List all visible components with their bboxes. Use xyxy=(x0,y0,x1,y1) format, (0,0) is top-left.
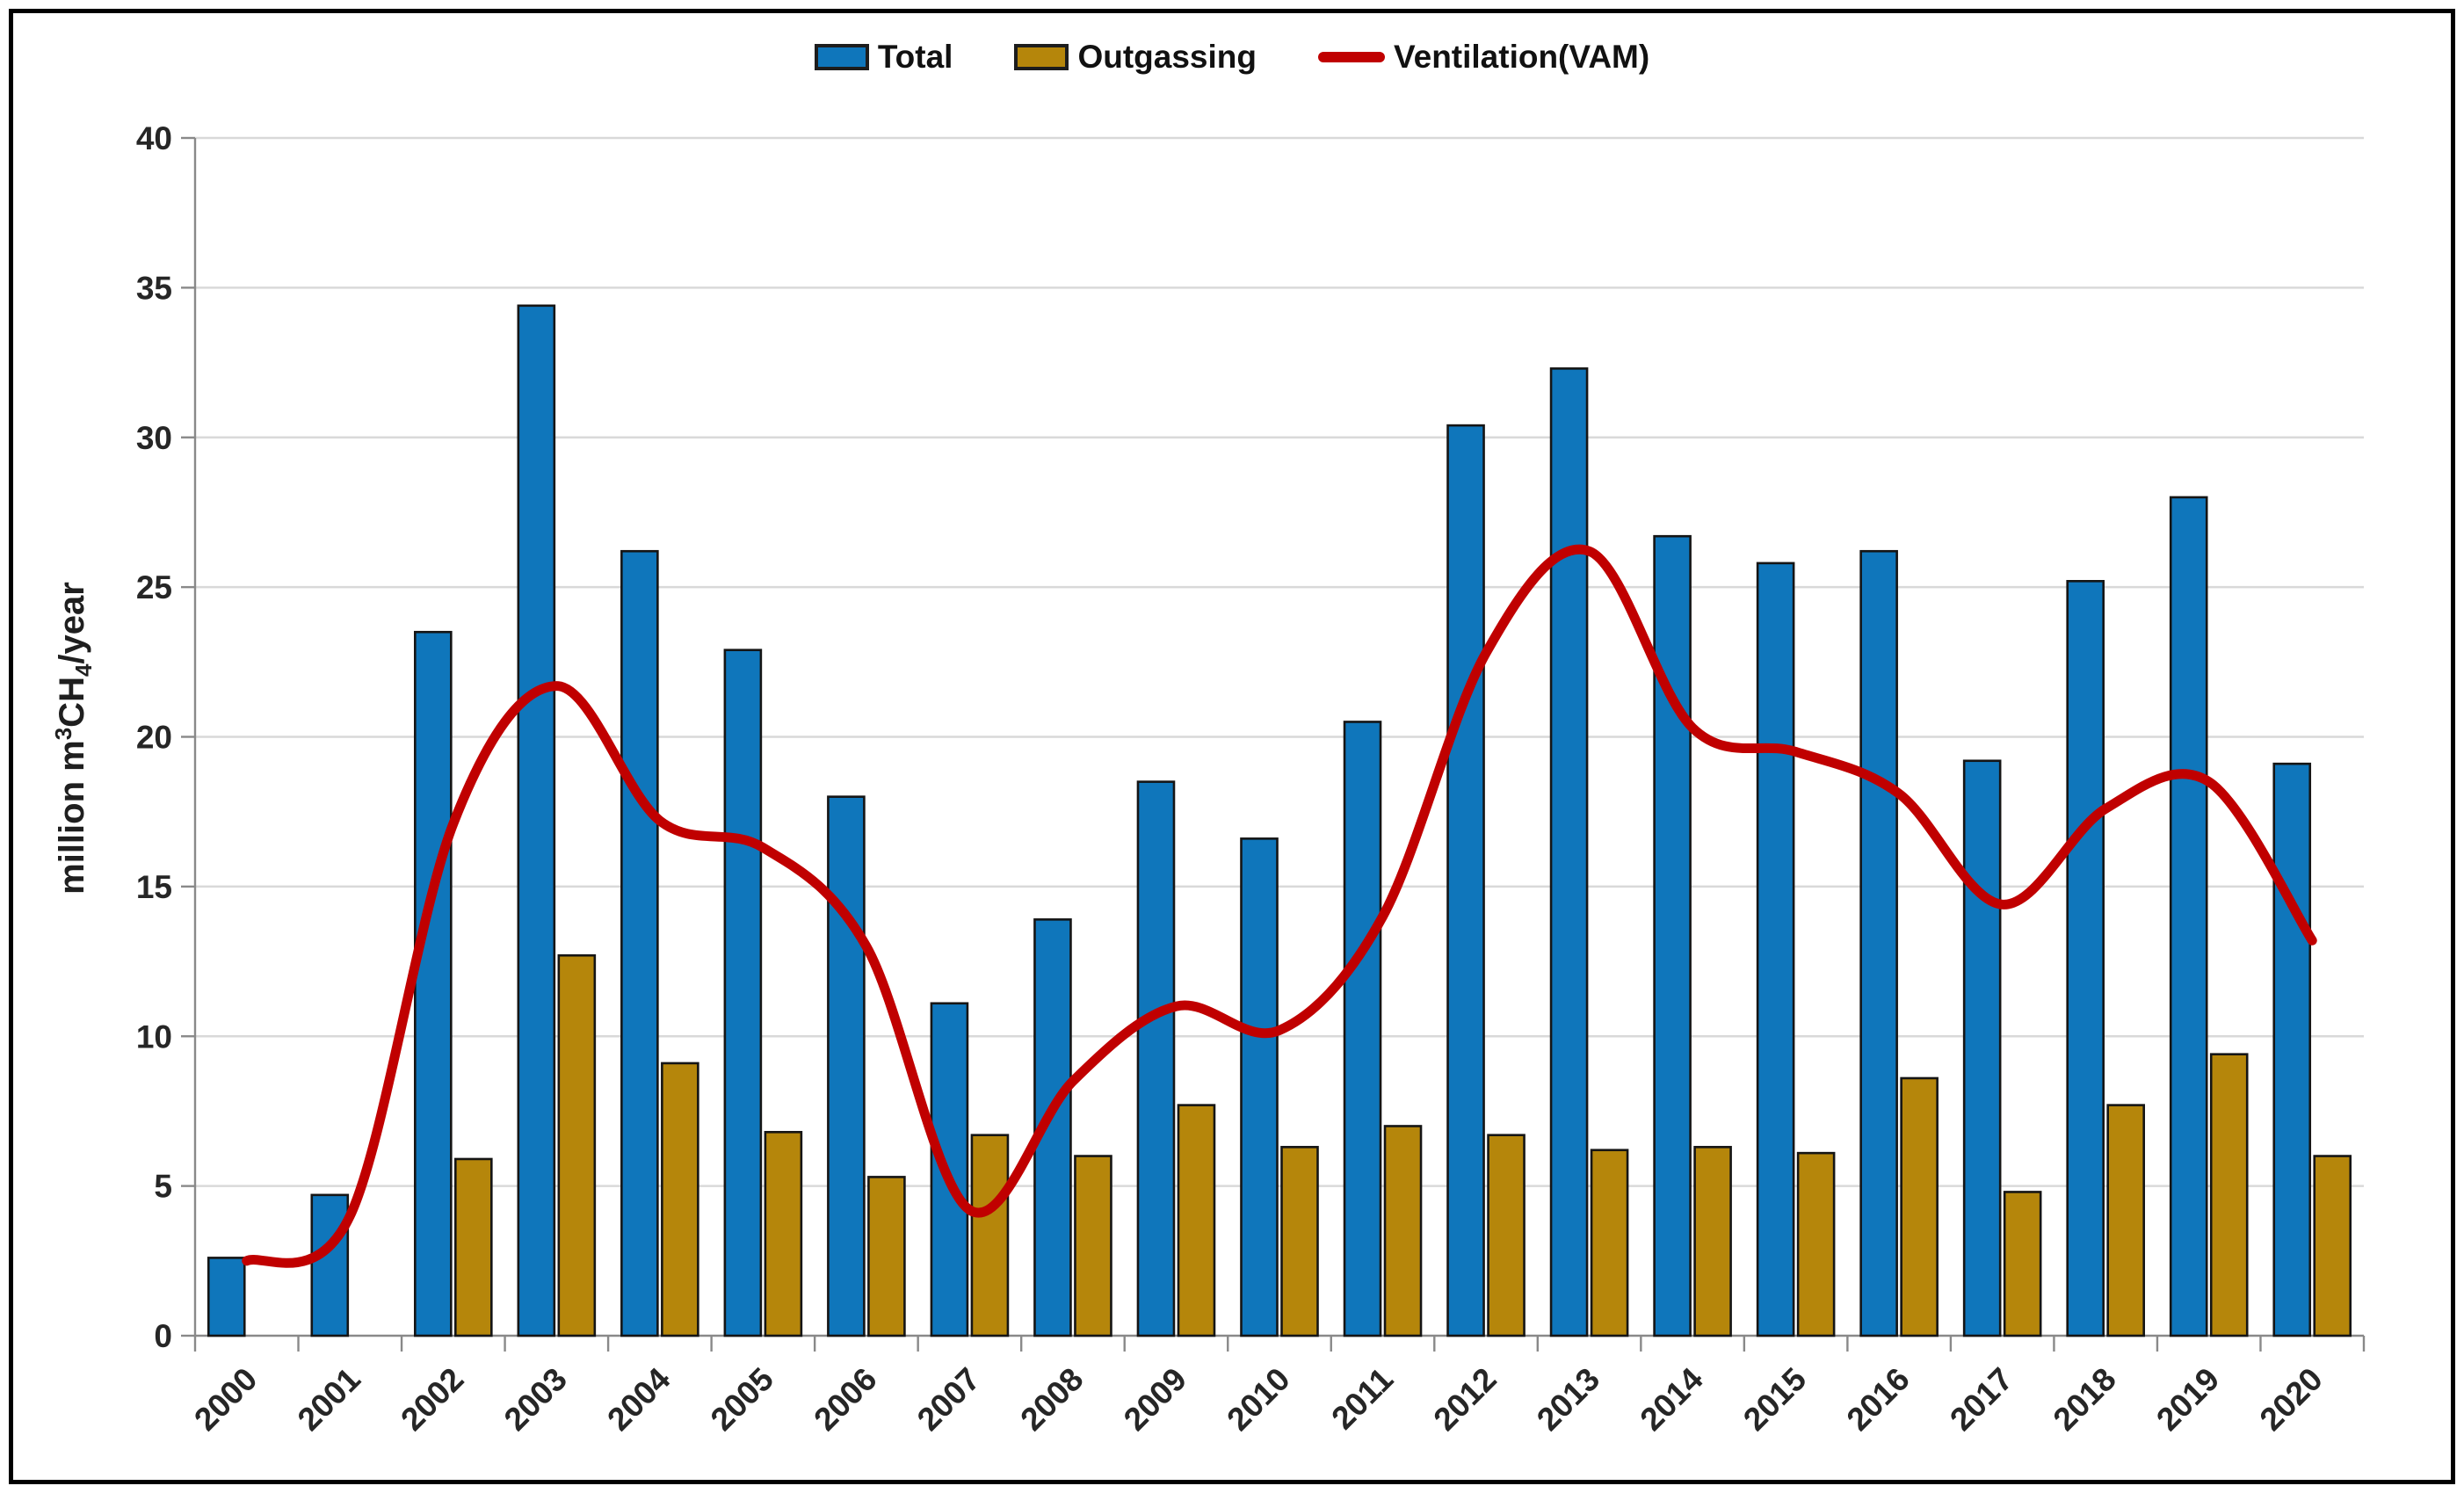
outgassing-bar-2006 xyxy=(867,1176,906,1337)
x-tick-label: 2002 xyxy=(394,1361,470,1438)
outgassing-bar-2015 xyxy=(1796,1151,1836,1337)
outgassing-bar-2004 xyxy=(661,1062,699,1337)
legend-item-ventilation: Ventilation(VAM) xyxy=(1317,39,1650,76)
outgassing-bar-2007 xyxy=(970,1134,1010,1337)
y-tick-label: 0 xyxy=(154,1318,172,1354)
x-tick-label: 2006 xyxy=(807,1361,883,1438)
outgassing-bar-2020 xyxy=(2313,1155,2352,1337)
x-tick-label: 2014 xyxy=(1634,1360,1710,1437)
outgassing-bar-2010 xyxy=(1280,1146,1319,1337)
legend-label-total: Total xyxy=(877,39,953,75)
legend-label-outgassing: Outgassing xyxy=(1077,39,1257,75)
x-tick-label: 2001 xyxy=(291,1361,367,1438)
total-bar-2015 xyxy=(1756,562,1795,1337)
x-tick-label: 2016 xyxy=(1840,1361,1917,1438)
total-bar-2014 xyxy=(1653,534,1692,1337)
y-axis-title-text: million m xyxy=(53,740,92,895)
total-bar-2005 xyxy=(723,649,763,1337)
x-tick-label: 2012 xyxy=(1427,1361,1504,1438)
legend-label-ventilation: Ventilation(VAM) xyxy=(1393,39,1650,75)
y-tick-label: 40 xyxy=(136,120,172,156)
x-tick-label: 2020 xyxy=(2253,1361,2330,1438)
x-tick-label: 2007 xyxy=(910,1361,987,1438)
outgassing-bar-2011 xyxy=(1383,1125,1423,1337)
x-tick-label: 2017 xyxy=(1943,1361,2019,1438)
y-axis-title-sub: 4 xyxy=(70,663,98,678)
total-bar-2010 xyxy=(1240,837,1279,1337)
outgassing-bar-2014 xyxy=(1693,1146,1732,1337)
x-tick-label: 2011 xyxy=(1324,1361,1400,1437)
total-bar-2019 xyxy=(2169,496,2208,1337)
x-tick-label: 2015 xyxy=(1736,1361,1813,1438)
x-tick-label: 2000 xyxy=(187,1361,264,1438)
x-tick-label: 2013 xyxy=(1530,1361,1606,1438)
legend: Total Outgassing Ventilation(VAM) xyxy=(0,39,2464,76)
outgassing-bar-2008 xyxy=(1074,1155,1112,1337)
total-bar-2016 xyxy=(1859,549,1898,1337)
ventilation-line-swatch-icon xyxy=(1317,52,1385,62)
y-axis-title-text2: CH xyxy=(53,677,92,728)
total-bar-2000 xyxy=(207,1257,246,1337)
outgassing-bar-2019 xyxy=(2209,1053,2249,1337)
y-tick-label: 30 xyxy=(136,420,172,456)
outgassing-bar-2009 xyxy=(1177,1104,1216,1337)
y-axis-title-sup: 3 xyxy=(49,727,76,741)
outgassing-bar-2017 xyxy=(2003,1191,2042,1337)
y-axis-title-text3: /year xyxy=(53,582,92,664)
legend-item-outgassing: Outgassing xyxy=(1014,39,1257,76)
outgassing-bar-2013 xyxy=(1590,1149,1629,1337)
total-swatch-icon xyxy=(814,44,869,70)
y-tick-label: 5 xyxy=(154,1169,172,1205)
legend-item-total: Total xyxy=(814,39,953,76)
y-tick-label: 35 xyxy=(136,270,172,306)
total-bar-2013 xyxy=(1549,367,1589,1337)
x-tick-label: 2004 xyxy=(600,1360,677,1437)
total-bar-2009 xyxy=(1136,780,1176,1337)
x-tick-label: 2019 xyxy=(2149,1361,2226,1438)
y-tick-label: 10 xyxy=(136,1018,172,1055)
outgassing-bar-2016 xyxy=(1900,1076,1939,1337)
x-tick-label: 2003 xyxy=(497,1361,574,1438)
y-tick-label: 25 xyxy=(136,569,172,605)
total-bar-2012 xyxy=(1446,424,1485,1337)
total-bar-2020 xyxy=(2272,762,2312,1337)
x-tick-label: 2009 xyxy=(1117,1361,1193,1438)
total-bar-2001 xyxy=(310,1193,350,1337)
outgassing-bar-2018 xyxy=(2106,1104,2145,1337)
x-tick-label: 2008 xyxy=(1013,1361,1090,1438)
outgassing-bar-2005 xyxy=(764,1130,803,1337)
total-bar-2006 xyxy=(827,795,866,1337)
outgassing-bar-2012 xyxy=(1487,1134,1526,1337)
outgassing-swatch-icon xyxy=(1014,44,1069,70)
total-bar-2002 xyxy=(414,630,453,1337)
y-tick-label: 15 xyxy=(136,869,172,905)
total-bar-2008 xyxy=(1033,918,1072,1337)
total-bar-2018 xyxy=(2066,580,2105,1337)
y-axis-title: million m3CH4/year xyxy=(50,582,98,895)
total-bar-2011 xyxy=(1343,721,1382,1337)
x-tick-label: 2010 xyxy=(1220,1361,1296,1438)
ventilation-vam-line xyxy=(242,544,2317,1268)
total-bar-2004 xyxy=(620,549,659,1337)
x-tick-label: 2005 xyxy=(704,1361,780,1438)
y-tick-label: 20 xyxy=(136,720,172,756)
x-tick-label: 2018 xyxy=(2047,1361,2123,1438)
outgassing-bar-2003 xyxy=(557,953,597,1337)
total-bar-2017 xyxy=(1962,759,2002,1337)
total-bar-2003 xyxy=(517,304,556,1337)
outgassing-bar-2002 xyxy=(454,1157,493,1337)
